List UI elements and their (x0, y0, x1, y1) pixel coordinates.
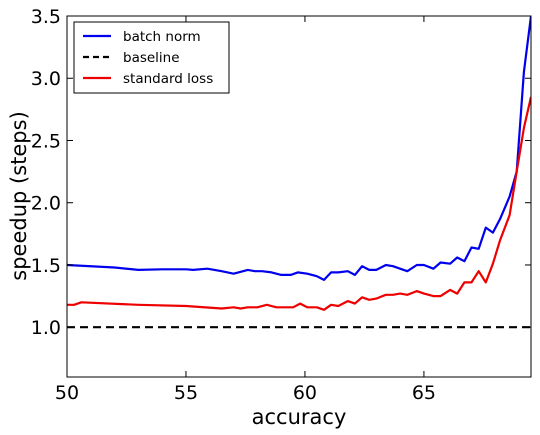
legend-label: batch norm (123, 29, 201, 45)
series-layer (67, 16, 531, 329)
x-tick-label: 50 (55, 382, 79, 404)
plot-frame (66, 15, 532, 378)
y-tick-label: 2.0 (31, 193, 61, 215)
y-axis-label: speedup (steps) (7, 111, 31, 281)
x-tick-label: 60 (293, 382, 317, 404)
tick-layer: 50 55 60 65 1.0 1.5 2.0 2.5 3.0 3.5 (31, 6, 531, 404)
x-tick-label: 55 (174, 382, 198, 404)
legend-label: baseline (123, 50, 180, 66)
x-tick-label: 65 (412, 382, 436, 404)
legend-label: standard loss (123, 71, 213, 87)
x-axis-label: accuracy (252, 405, 347, 429)
y-tick-label: 2.5 (31, 130, 61, 152)
series-line-standard-loss (67, 96, 531, 311)
legend: batch norm baseline standard loss (73, 21, 230, 94)
series-line-batch-norm (67, 16, 531, 281)
y-tick-label: 3.5 (31, 6, 61, 28)
y-tick-label: 1.5 (31, 255, 61, 277)
y-tick-label: 3.0 (31, 68, 61, 90)
y-tick-label: 1.0 (31, 317, 61, 339)
legend-box (73, 21, 230, 94)
